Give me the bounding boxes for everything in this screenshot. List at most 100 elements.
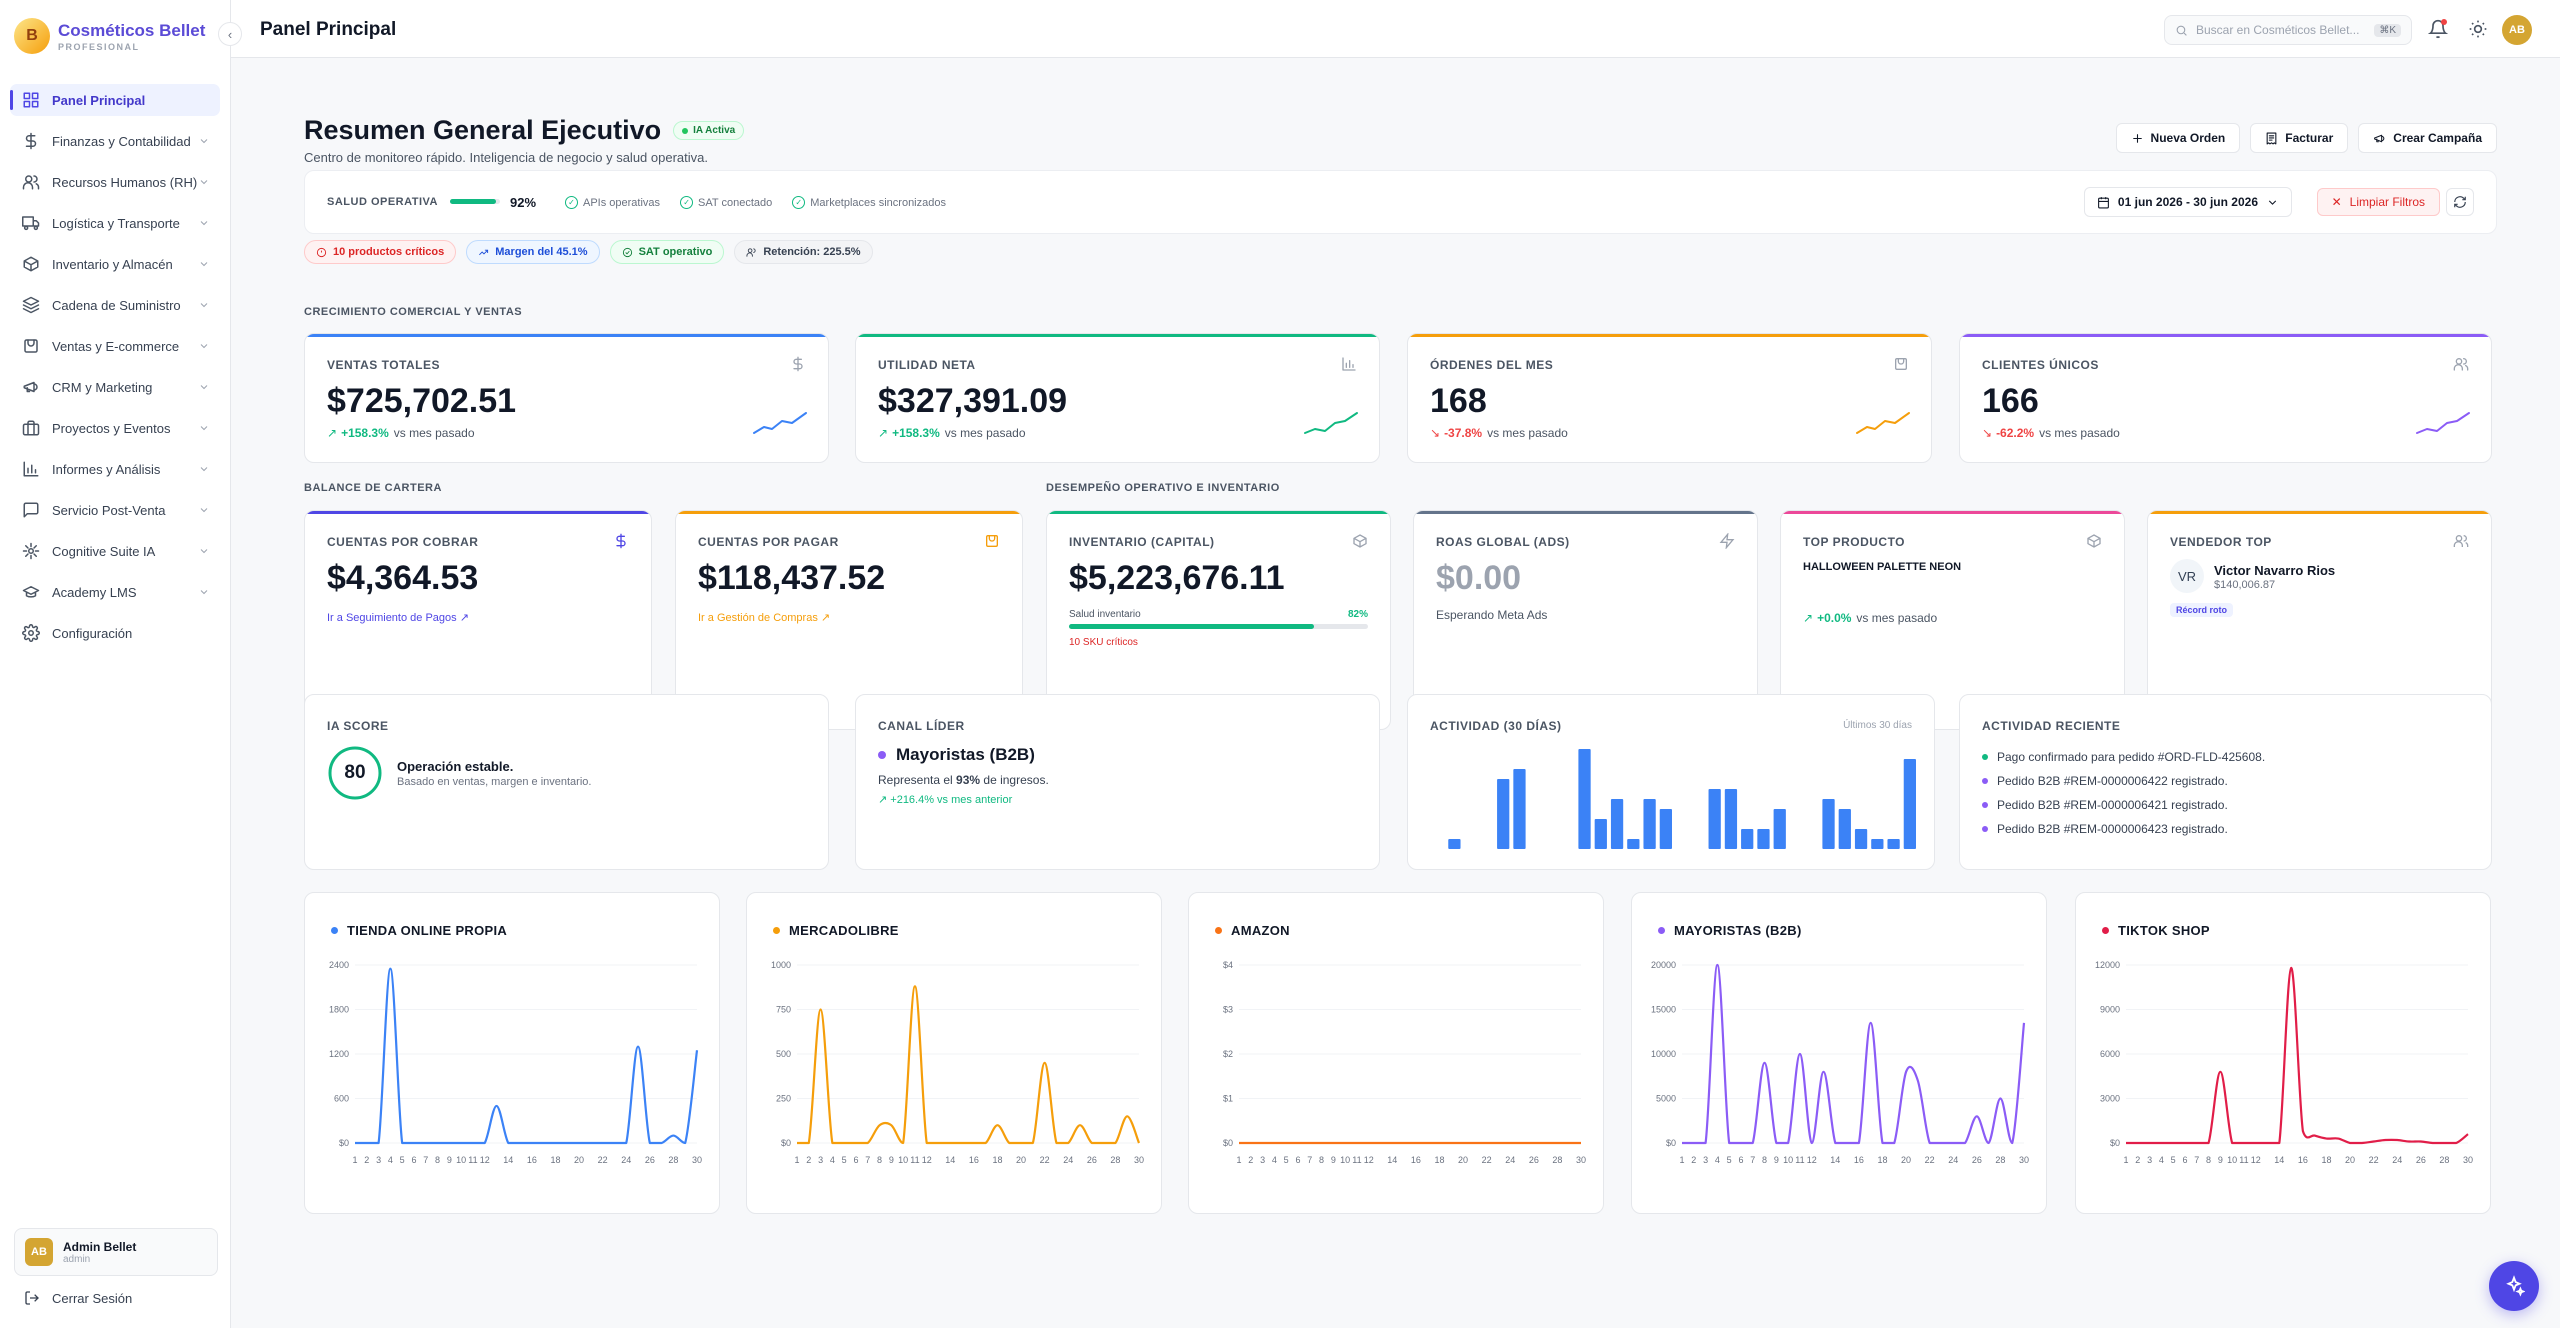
balance-link[interactable]: Ir a Gestión de Compras ↗ (698, 612, 831, 624)
date-range-picker[interactable]: 01 jun 2026 - 30 jun 2026 (2083, 187, 2292, 217)
x-tick-label: 11 (2239, 1155, 2248, 1165)
sidebar-item[interactable]: Ventas y E-commerce (10, 330, 220, 362)
sidebar-item-label: Finanzas y Contabilidad (52, 133, 191, 149)
x-tick-label: 9 (2218, 1155, 2223, 1165)
roas-card[interactable]: ROAS GLOBAL (ADS) $0.00 Esperando Meta A… (1413, 510, 1758, 730)
refresh-button[interactable] (2446, 188, 2474, 216)
x-tick-label: 16 (527, 1155, 537, 1165)
top-seller-card[interactable]: VENDEDOR TOP VR Victor Navarro Rios $140… (2147, 510, 2492, 730)
insight-chips: 10 productos críticos Margen del 45.1% SAT… (304, 240, 883, 264)
ia-score-card[interactable]: IA SCORE 80 Operación estable. Basado en… (304, 694, 829, 870)
insight-chip[interactable]: SAT operativo (609, 240, 725, 264)
x-tick-label: 5 (1727, 1155, 1732, 1165)
user-avatar-button[interactable]: AB (2502, 15, 2532, 45)
x-tick-label: 20 (2345, 1155, 2355, 1165)
action-button[interactable]: Facturar (2250, 123, 2349, 153)
top-product-card[interactable]: TOP PRODUCTO HALLOWEEN PALETTE NEON ↗ +0… (1780, 510, 2125, 730)
kpi-card[interactable]: UTILIDAD NETA $327,391.09 ↗ +158.3% vs mes p… (855, 333, 1380, 463)
user-card[interactable]: AB Admin Bellet admin (14, 1228, 218, 1276)
clear-filters-button[interactable]: ✕ Limpiar Filtros (2316, 188, 2440, 216)
recent-label: ACTIVIDAD RECIENTE (1982, 719, 2121, 733)
activity-bar (1741, 829, 1754, 849)
x-tick-label: 18 (1877, 1155, 1887, 1165)
y-tick-label: 600 (334, 1094, 349, 1104)
chevron-down-icon (200, 508, 208, 513)
channel-label: CANAL LÍDER (878, 719, 965, 733)
x-tick-label: 28 (668, 1155, 678, 1165)
insight-chip[interactable]: Margen del 45.1% (466, 240, 600, 264)
sidebar-item[interactable]: Cognitive Suite IA (10, 535, 220, 567)
channel-chart-card[interactable]: AMAZON $0 $1 $2 $3 $4 1 2 3 4 5 6 7 8 9 10 11 12 14 16 18 20 2… (1188, 892, 1604, 1214)
sidebar-item[interactable]: CRM y Marketing (10, 371, 220, 403)
theme-toggle-button[interactable] (2468, 19, 2488, 39)
balance-link[interactable]: Ir a Seguimiento de Pagos ↗ (327, 612, 469, 624)
notifications-button[interactable] (2427, 19, 2449, 39)
sun-icon (2469, 20, 2487, 38)
sidebar-item[interactable]: Informes y Análisis (10, 453, 220, 485)
action-button[interactable]: Nueva Orden (2115, 123, 2241, 153)
channel-chart-card[interactable]: TIKTOK SHOP $0 3000 6000 9000 12000 1 2 3 4 5 6 7 8 9 1… (2075, 892, 2491, 1214)
sparkle-icon (2506, 1275, 2525, 1297)
x-tick-label: 4 (1272, 1155, 1277, 1165)
channel-leader-card[interactable]: CANAL LÍDER Mayoristas (B2B) Representa … (855, 694, 1380, 870)
x-tick-label: 12 (922, 1155, 932, 1165)
sidebar-collapse-button[interactable]: ‹ (218, 22, 242, 46)
channel-trend: ↗ +216.4% vs mes anterior (878, 794, 1013, 806)
brain-icon (22, 542, 40, 560)
sidebar-item[interactable]: Servicio Post-Venta (10, 494, 220, 526)
x-tick-label: 1 (1679, 1155, 1684, 1165)
x-tick-label: 11 (1795, 1155, 1804, 1165)
sidebar-item[interactable]: Logística y Transporte (10, 207, 220, 239)
y-tick-label: 1000 (771, 960, 791, 970)
sidebar-item[interactable]: Inventario y Almacén (10, 248, 220, 280)
sidebar-item[interactable]: Configuración (10, 617, 220, 649)
kpi-value: $725,702.51 (327, 382, 517, 420)
sidebar-item[interactable]: Proyectos y Eventos (10, 412, 220, 444)
x-tick-label: 26 (645, 1155, 655, 1165)
search-input[interactable]: Buscar en Cosméticos Bellet... ⌘K (2164, 15, 2412, 45)
insight-chip[interactable]: 10 productos críticos (304, 240, 457, 264)
activity-card[interactable]: ACTIVIDAD (30 DÍAS) Últimos 30 días (1407, 694, 1935, 870)
sidebar-item[interactable]: Cadena de Suministro (10, 289, 220, 321)
chip-label: Retención: 225.5% (763, 246, 861, 258)
action-button[interactable]: Crear Campaña (2358, 123, 2497, 153)
brand[interactable]: B Cosméticos Bellet PROFESIONAL (14, 14, 224, 58)
logout-button[interactable]: Cerrar Sesión (24, 1290, 132, 1306)
inventory-critical: 10 SKU críticos (1069, 637, 1138, 648)
x-tick-label: 18 (992, 1155, 1002, 1165)
sidebar-item[interactable]: Academy LMS (10, 576, 220, 608)
health-label: SALUD OPERATIVA (327, 196, 438, 208)
activity-bar (1594, 819, 1607, 849)
channel-chart-card[interactable]: TIENDA ONLINE PROPIA $0 600 1200 1800 2400 1 2 3… (304, 892, 720, 1214)
balance-card[interactable]: CUENTAS POR PAGAR $118,437.52 Ir a Gestión… (675, 510, 1023, 730)
x-tick-label: 7 (423, 1155, 428, 1165)
insight-chip[interactable]: Retención: 225.5% (734, 240, 873, 264)
kpi-trend-text: vs mes pasado (2039, 426, 2120, 440)
x-tick-label: 28 (1110, 1155, 1120, 1165)
refresh-icon (2454, 196, 2466, 208)
channel-line-chart: $0$1$2$3$41 2 3 4 5 6 7 8 9 10 11 12 14 16 18 20 22 24 26 2… (1223, 960, 1586, 1165)
kpi-card[interactable]: CLIENTES ÚNICOS 166 ↘ -62.2% vs mes pasado (1959, 333, 2492, 463)
channel-chart-card[interactable]: MERCADOLIBRE $0 250 500 750 1000 1 2 3 4 5 6 7 8 9 10 11… (746, 892, 1162, 1214)
y-tick-label: $1 (1223, 1094, 1233, 1104)
x-tick-label: 4 (1715, 1155, 1720, 1165)
x-tick-label: 24 (1063, 1155, 1073, 1165)
sidebar-item[interactable]: Recursos Humanos (RH) (10, 166, 220, 198)
recent-item: Pedido B2B #REM-0000006421 registrado. (1982, 793, 2265, 817)
channel-chart-card[interactable]: MAYORISTAS (B2B) $0 5000 10000 15000 20000 1 2 3… (1631, 892, 2047, 1214)
kpi-card[interactable]: VENTAS TOTALES $725,702.51 ↗ +158.3% vs mes … (304, 333, 829, 463)
kpi-value: 168 (1430, 382, 1487, 420)
kpi-trend: ↘ -37.8% vs mes pasado (1430, 426, 1568, 440)
sidebar-item[interactable]: Finanzas y Contabilidad (10, 125, 220, 157)
ai-assistant-button[interactable] (2489, 1261, 2539, 1311)
balance-card[interactable]: CUENTAS POR COBRAR $4,364.53 Ir a Seguimie… (304, 510, 652, 730)
sidebar-item[interactable]: Panel Principal (10, 84, 220, 116)
activity-bar (1610, 799, 1624, 849)
inventory-card[interactable]: INVENTARIO (CAPITAL) $5,223,676.11 Salud… (1046, 510, 1391, 730)
recent-activity-card[interactable]: ACTIVIDAD RECIENTE Pago confirmado para … (1959, 694, 2492, 870)
kpi-card[interactable]: ÓRDENES DEL MES 168 ↘ -37.8% vs mes pasado (1407, 333, 1932, 463)
cube-icon (2087, 534, 2101, 548)
x-tick-label: 11 (468, 1155, 477, 1165)
section-balance: BALANCE DE CARTERA (304, 482, 442, 494)
x-tick-label: 30 (1576, 1155, 1586, 1165)
